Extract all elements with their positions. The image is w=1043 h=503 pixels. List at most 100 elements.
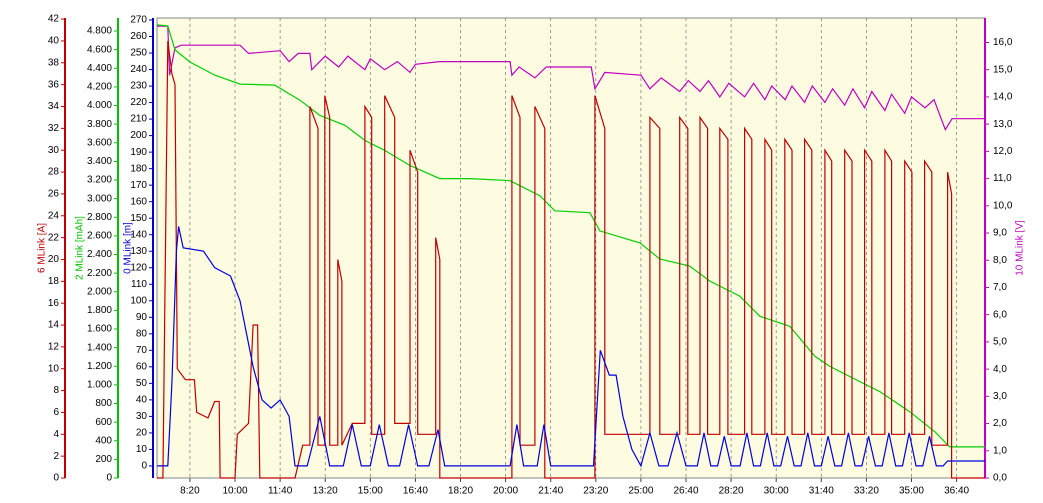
- x-tick-label: 36:40: [944, 486, 969, 497]
- y-tick-label: 180: [130, 163, 147, 174]
- y-tick-label: 220: [130, 97, 147, 108]
- y-axis-title: 2 MLink [mAh]: [75, 216, 86, 280]
- y-tick-label: 14: [48, 320, 60, 331]
- y-tick-label: 15,0: [993, 64, 1013, 75]
- y-tick-label: 50: [136, 378, 148, 389]
- y-tick-label: 2: [53, 451, 59, 462]
- series-line: [157, 25, 985, 131]
- y-tick-label: 600: [95, 417, 112, 428]
- y-tick-label: 22: [48, 232, 60, 243]
- y-tick-label: 4.000: [87, 100, 112, 111]
- y-tick-label: 3.800: [87, 119, 112, 130]
- y-tick-label: 1.000: [87, 380, 112, 391]
- y-tick-label: 30: [48, 145, 60, 156]
- y-tick-label: 10,0: [993, 200, 1013, 211]
- y-tick-label: 3.600: [87, 137, 112, 148]
- y-tick-label: 200: [130, 130, 147, 141]
- y-tick-label: 2.200: [87, 268, 112, 279]
- y-tick-label: 1.200: [87, 361, 112, 372]
- y-tick-label: 20: [136, 428, 148, 439]
- x-tick-label: 30:00: [764, 486, 789, 497]
- y-tick-label: 4.400: [87, 63, 112, 74]
- y-tick-label: 10: [136, 444, 148, 455]
- y-tick-label: 2,0: [993, 418, 1007, 429]
- y-tick-label: 0,0: [993, 473, 1007, 484]
- y-tick-label: 4.800: [87, 26, 112, 37]
- y-tick-label: 230: [130, 81, 147, 92]
- x-tick-label: 15:00: [358, 486, 383, 497]
- y-tick-label: 4,0: [993, 364, 1007, 375]
- y-tick-label: 260: [130, 31, 147, 42]
- y-tick-label: 800: [95, 398, 112, 409]
- y-tick-label: 20: [48, 254, 60, 265]
- y-tick-label: 40: [136, 395, 148, 406]
- y-tick-label: 6: [53, 407, 59, 418]
- y-tick-label: 80: [136, 328, 148, 339]
- y-tick-label: 24: [48, 210, 60, 221]
- y-tick-label: 270: [130, 15, 147, 26]
- y-tick-label: 40: [48, 36, 60, 47]
- y-tick-label: 60: [136, 361, 148, 372]
- y-axis-title: 0 MLink [m]: [123, 222, 134, 274]
- y-tick-label: 0: [141, 461, 147, 472]
- y-tick-label: 70: [136, 345, 148, 356]
- plot-area: [156, 17, 986, 479]
- y-tick-label: 400: [95, 435, 112, 446]
- y-tick-label: 14,0: [993, 92, 1013, 103]
- y-tick-label: 190: [130, 147, 147, 158]
- y-tick-label: 3.200: [87, 175, 112, 186]
- y-tick-label: 250: [130, 48, 147, 59]
- x-tick-label: 31:40: [809, 486, 834, 497]
- y-tick-label: 11,0: [993, 173, 1012, 184]
- y-tick-label: 36: [48, 79, 60, 90]
- y-tick-label: 5,0: [993, 337, 1007, 348]
- y-tick-label: 0: [106, 473, 112, 484]
- x-tick-label: 8:20: [180, 486, 200, 497]
- y-tick-label: 9,0: [993, 228, 1007, 239]
- x-tick-label: 16:40: [403, 486, 428, 497]
- y-tick-label: 1.800: [87, 305, 112, 316]
- x-tick-label: 25:00: [628, 486, 653, 497]
- y-tick-label: 42: [48, 14, 60, 25]
- y-tick-label: 170: [130, 180, 147, 191]
- x-tick-label: 33:20: [854, 486, 879, 497]
- y-tick-label: 4.600: [87, 44, 112, 55]
- y-tick-label: 16: [48, 298, 60, 309]
- y-tick-label: 4.200: [87, 82, 112, 93]
- y-tick-label: 34: [48, 101, 60, 112]
- series-line: [156, 24, 985, 448]
- x-tick-label: 35:00: [899, 486, 924, 497]
- series-line: [157, 226, 985, 468]
- y-tick-label: 2.800: [87, 212, 112, 223]
- y-tick-label: 4: [53, 429, 59, 440]
- y-tick-label: 7,0: [993, 282, 1007, 293]
- y-axis-title: 6 MLink [A]: [37, 223, 48, 273]
- y-tick-label: 160: [130, 196, 147, 207]
- y-tick-label: 10: [48, 363, 60, 374]
- y-tick-label: 120: [130, 262, 147, 273]
- y-tick-label: 13,0: [993, 119, 1013, 130]
- y-tick-label: 28: [48, 167, 60, 178]
- y-tick-label: 1.600: [87, 324, 112, 335]
- y-tick-label: 130: [130, 246, 147, 257]
- y-tick-label: 3,0: [993, 391, 1007, 402]
- y-tick-label: 1.400: [87, 342, 112, 353]
- y-tick-label: 16,0: [993, 37, 1013, 48]
- y-tick-label: 150: [130, 213, 147, 224]
- y-tick-label: 30: [136, 411, 148, 422]
- y-tick-label: 8: [53, 385, 59, 396]
- y-axis-title: 10 MLink [V]: [1015, 220, 1026, 276]
- x-tick-label: 28:20: [719, 486, 744, 497]
- y-tick-label: 38: [48, 57, 60, 68]
- y-tick-label: 140: [130, 229, 147, 240]
- y-tick-label: 240: [130, 64, 147, 75]
- y-tick-label: 210: [130, 114, 147, 125]
- y-tick-label: 110: [131, 279, 147, 290]
- y-tick-label: 32: [48, 123, 60, 134]
- y-tick-label: 12: [48, 342, 60, 353]
- y-tick-label: 2.000: [87, 286, 112, 297]
- y-tick-label: 18: [48, 276, 60, 287]
- y-tick-label: 90: [136, 312, 148, 323]
- y-tick-label: 2.600: [87, 231, 112, 242]
- series-line: [157, 40, 985, 479]
